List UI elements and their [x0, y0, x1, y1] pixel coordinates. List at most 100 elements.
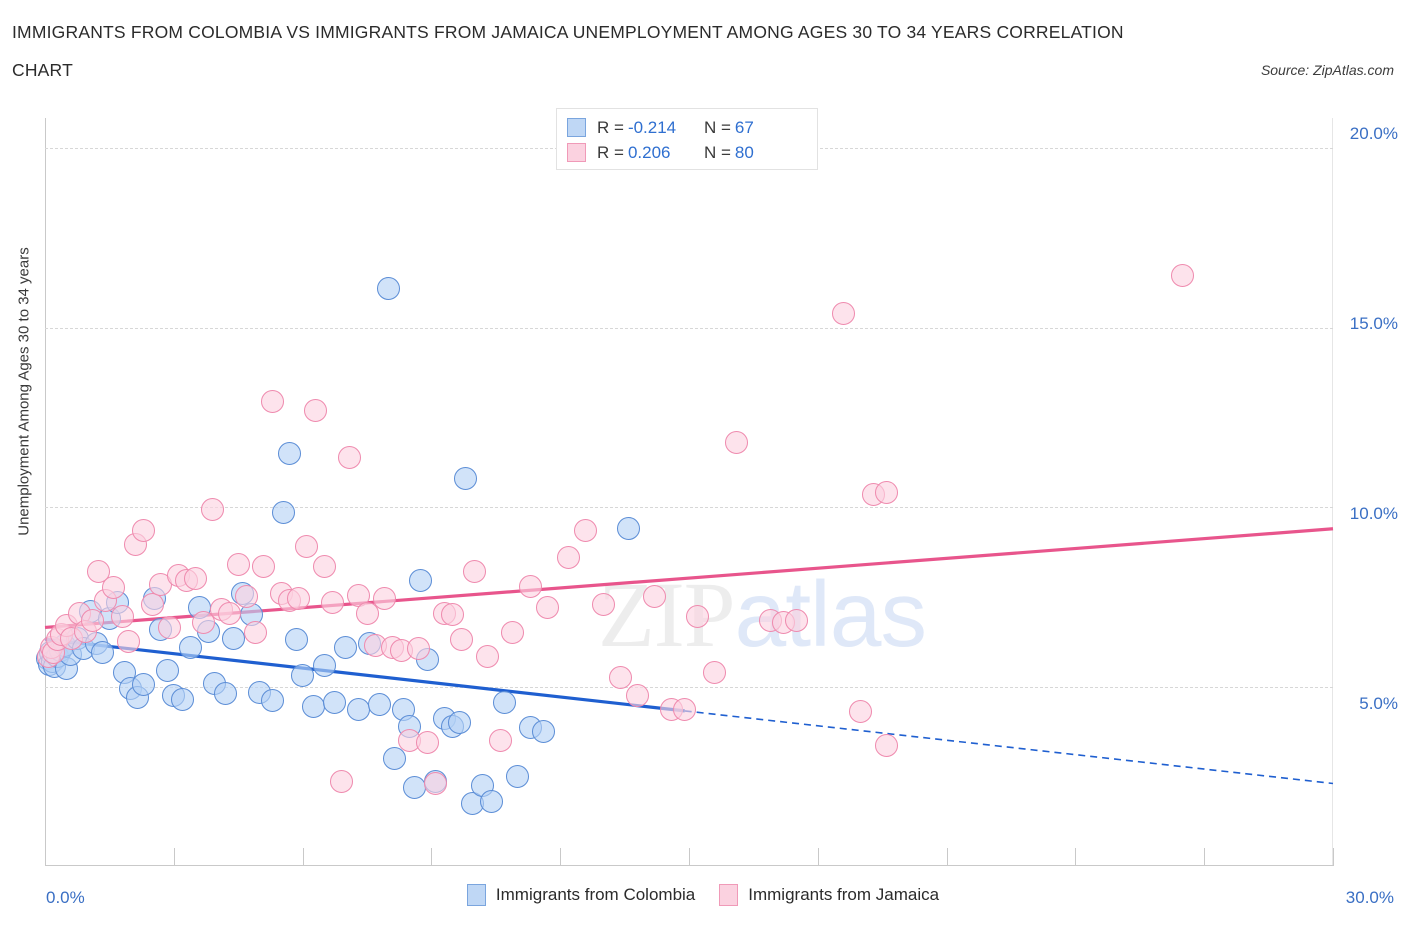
scatter-point	[462, 560, 486, 584]
stats-row-jamaica: R = 0.206 N = 80	[567, 140, 807, 165]
scatter-point	[355, 601, 379, 625]
source-attribution: Source: ZipAtlas.com	[1260, 62, 1394, 78]
x-tick	[1204, 848, 1206, 866]
scatter-point	[531, 719, 555, 743]
scatter-point	[625, 684, 649, 708]
scatter-point	[132, 673, 156, 697]
scatter-point	[449, 628, 473, 652]
r-value-jamaica: 0.206	[627, 142, 671, 162]
legend-swatch-colombia-icon	[567, 118, 586, 137]
n-label-jamaica: N =	[703, 142, 731, 162]
legend-item-jamaica[interactable]: Immigrants from Jamaica	[719, 884, 939, 906]
scatter-point	[376, 276, 400, 300]
r-label-colombia: R =	[597, 117, 624, 137]
x-tick	[173, 848, 175, 866]
scatter-point	[383, 746, 407, 770]
scatter-point	[454, 467, 478, 491]
scatter-point	[226, 553, 250, 577]
trendline-dashed	[684, 710, 1334, 785]
scatter-point	[643, 585, 667, 609]
gridline	[45, 327, 1333, 329]
x-tick	[689, 848, 690, 866]
r-label-jamaica: R =	[597, 142, 624, 162]
x-tick	[302, 848, 304, 866]
scatter-point	[424, 771, 448, 795]
n-label-colombia: N =	[703, 117, 731, 137]
scatter-point	[179, 635, 203, 659]
scatter-point	[87, 560, 111, 584]
gridline	[45, 686, 1333, 688]
scatter-point	[110, 605, 134, 629]
x-tick	[817, 848, 819, 866]
scatter-point	[480, 789, 503, 813]
scatter-point	[91, 641, 115, 665]
scatter-point	[334, 635, 358, 659]
scatter-point	[261, 689, 285, 713]
scatter-point	[475, 644, 499, 668]
scatter-point	[140, 592, 164, 616]
y-tick-label-5: 5.0%	[1359, 694, 1398, 713]
scatter-point	[291, 664, 315, 688]
scatter-point	[312, 554, 336, 578]
scatter-point	[222, 626, 246, 650]
legend-color-colombia-icon	[466, 884, 486, 906]
scatter-point	[874, 481, 898, 505]
scatter-point	[686, 605, 710, 629]
y-axis-title: Unemployment Among Ages 30 to 34 years	[15, 247, 33, 536]
scatter-point	[402, 775, 426, 799]
stats-row-colombia: R = -0.214 N = 67	[567, 115, 807, 140]
scatter-point	[703, 660, 727, 684]
scatter-point	[132, 519, 156, 543]
scatter-point	[574, 519, 598, 543]
scatter-point	[368, 693, 392, 717]
scatter-point	[488, 728, 512, 752]
gridline	[45, 507, 1333, 509]
trendline-solid	[44, 637, 685, 713]
scatter-point	[535, 596, 559, 620]
legend-color-jamaica-icon	[719, 884, 739, 906]
correlation-stats-legend: R = -0.214 N = 67 R = 0.206 N = 80	[556, 108, 818, 170]
scatter-point	[874, 734, 898, 758]
scatter-point	[338, 445, 362, 469]
scatter-point	[278, 441, 302, 465]
n-value-colombia: 67	[734, 117, 754, 137]
scatter-point	[447, 710, 471, 734]
plot-right-edge	[1332, 118, 1333, 866]
scatter-point	[243, 621, 267, 645]
scatter-point	[303, 398, 327, 422]
scatter-point	[155, 658, 179, 682]
x-tick	[560, 848, 562, 866]
scatter-point	[192, 610, 216, 634]
scatter-point	[784, 608, 808, 632]
scatter-point	[415, 730, 439, 754]
scatter-point	[557, 545, 581, 569]
scatter-point	[441, 603, 465, 627]
y-tick-label-10: 10.0%	[1349, 504, 1398, 523]
n-value-jamaica: 80	[734, 142, 754, 162]
r-value-colombia: -0.214	[627, 117, 677, 137]
scatter-point	[518, 574, 542, 598]
scatter-point	[617, 517, 641, 541]
scatter-point	[323, 691, 347, 715]
scatter-point	[102, 576, 126, 600]
scatter-point	[832, 302, 856, 326]
y-tick-label-15: 15.0%	[1349, 314, 1398, 333]
scatter-point	[501, 621, 525, 645]
x-tick	[431, 848, 433, 866]
y-axis-line	[45, 118, 46, 866]
scatter-point	[218, 601, 242, 625]
x-tick	[1333, 848, 1334, 866]
scatter-point	[724, 431, 748, 455]
legend-item-colombia[interactable]: Immigrants from Colombia	[466, 884, 695, 906]
legend-swatch-jamaica-icon	[567, 143, 586, 162]
x-tick	[946, 848, 948, 866]
scatter-point	[312, 653, 336, 677]
series-legend: Immigrants from Colombia Immigrants from…	[0, 884, 1406, 906]
scatter-point	[321, 590, 345, 614]
scatter-point	[505, 764, 529, 788]
scatter-point	[80, 608, 104, 632]
scatter-point	[492, 691, 516, 715]
scatter-point	[608, 666, 632, 690]
scatter-point	[213, 682, 237, 706]
